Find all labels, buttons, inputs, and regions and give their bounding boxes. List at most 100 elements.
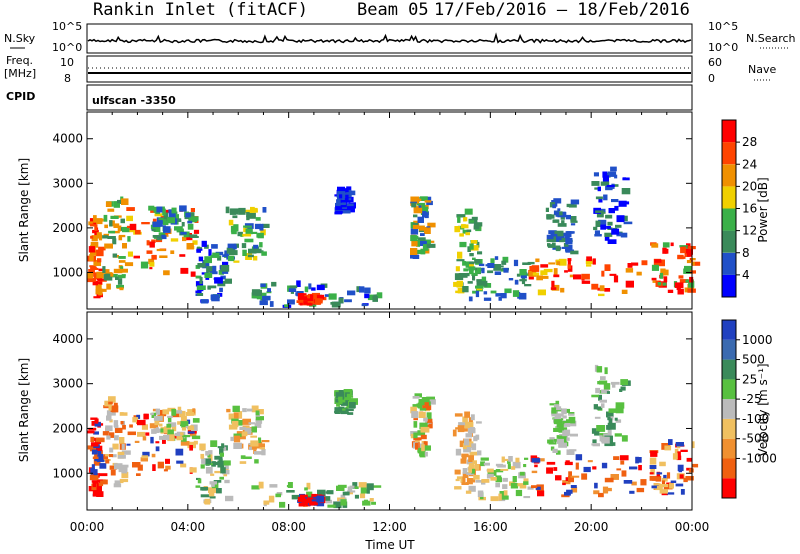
echo-cell xyxy=(345,187,349,195)
echo-cell xyxy=(155,408,160,415)
echo-cell xyxy=(338,396,343,401)
echo-cell xyxy=(181,425,186,428)
echo-cell xyxy=(462,443,467,450)
echo-cell xyxy=(596,366,603,373)
echo-cell xyxy=(196,247,203,250)
echo-cell xyxy=(410,248,418,255)
echo-cell xyxy=(316,294,325,300)
echo-cell xyxy=(185,412,194,416)
y-tick-label: 4000 xyxy=(52,332,83,346)
echo-cell xyxy=(180,416,187,422)
echo-cell xyxy=(94,485,102,492)
echo-cell xyxy=(257,443,265,448)
echo-cell xyxy=(113,402,118,407)
echo-cell xyxy=(151,412,157,418)
echo-cell xyxy=(581,473,588,480)
echo-cell xyxy=(246,216,250,221)
echo-cell xyxy=(225,495,234,502)
echo-cell xyxy=(261,449,266,456)
echo-cell xyxy=(338,297,344,304)
velocity-y-axis: 1000 2000 3000 4000 xyxy=(52,332,692,480)
colorbar-frame xyxy=(721,319,737,499)
colorbar-tick-label: 24 xyxy=(742,157,757,171)
echo-cell xyxy=(549,403,557,406)
echo-cell xyxy=(556,211,563,216)
echo-cell xyxy=(155,427,159,433)
echo-cell xyxy=(519,269,527,276)
echo-cell xyxy=(603,194,608,201)
echo-cell xyxy=(256,233,262,238)
velocity-y-label: Slant Range [km] xyxy=(17,358,31,462)
echo-cell xyxy=(546,214,552,220)
echo-cell xyxy=(114,435,119,441)
echo-cell xyxy=(117,278,123,285)
echo-cell xyxy=(91,421,98,426)
echo-cell xyxy=(468,296,473,302)
echo-cell xyxy=(472,257,476,260)
echo-cell xyxy=(97,448,102,456)
echo-cell xyxy=(291,494,300,500)
echo-cell xyxy=(414,393,422,398)
echo-cell xyxy=(177,421,181,425)
echo-cell xyxy=(469,269,474,275)
echo-cell xyxy=(267,288,271,292)
echo-cell xyxy=(208,490,215,497)
echo-cell xyxy=(466,272,470,277)
echo-cell xyxy=(238,207,246,215)
echo-cell xyxy=(88,221,97,226)
colorbar-segment xyxy=(722,252,736,275)
echo-cell xyxy=(162,436,166,444)
echo-cell xyxy=(457,288,465,294)
echo-cell xyxy=(467,281,473,284)
echo-cell xyxy=(621,435,628,442)
echo-cell xyxy=(288,288,297,292)
echo-cell xyxy=(507,463,511,470)
echo-cell xyxy=(601,436,610,444)
echo-cell xyxy=(570,475,580,478)
echo-cell xyxy=(604,477,614,483)
echo-cell xyxy=(243,227,248,233)
echo-cell xyxy=(594,416,601,419)
echo-cell xyxy=(614,433,622,437)
echo-cell xyxy=(242,408,247,413)
echo-cell xyxy=(591,443,599,446)
echo-cell xyxy=(90,242,99,248)
echo-cell xyxy=(212,265,217,272)
echo-cell xyxy=(152,464,156,471)
echo-cell xyxy=(553,268,558,275)
echo-cell xyxy=(550,233,558,237)
echo-cell xyxy=(158,220,163,226)
echo-cell xyxy=(419,225,425,231)
echo-cell xyxy=(242,249,247,256)
echo-cell xyxy=(180,267,189,274)
echo-cell xyxy=(615,402,625,409)
echo-cell xyxy=(349,402,356,409)
echo-cell xyxy=(570,485,577,488)
echo-cell xyxy=(120,421,124,425)
echo-cell xyxy=(649,457,657,465)
colorbar-tick-label: 4 xyxy=(742,268,750,282)
echo-cell xyxy=(204,458,211,465)
echo-cell xyxy=(335,205,344,211)
echo-cell xyxy=(259,242,263,248)
echo-cell xyxy=(464,421,474,429)
power-y-axis: 1000 2000 3000 4000 xyxy=(52,132,692,279)
echo-cell xyxy=(184,216,189,220)
echo-cell xyxy=(325,499,332,504)
echo-cell xyxy=(99,463,107,469)
echo-cell xyxy=(462,229,468,234)
echo-cell xyxy=(284,304,288,308)
echo-cell xyxy=(113,268,123,274)
y-tick-label: 4000 xyxy=(52,132,83,146)
echo-cell xyxy=(127,236,131,242)
echo-cell xyxy=(462,286,469,293)
echo-cell xyxy=(463,217,467,222)
echo-cell xyxy=(410,235,418,242)
echo-cell xyxy=(454,226,461,233)
echo-cell xyxy=(366,483,374,491)
echo-cell xyxy=(140,457,148,462)
echo-cell xyxy=(304,286,309,293)
echo-cell xyxy=(347,412,354,415)
echo-cell xyxy=(559,423,564,431)
echo-cell xyxy=(162,409,169,415)
